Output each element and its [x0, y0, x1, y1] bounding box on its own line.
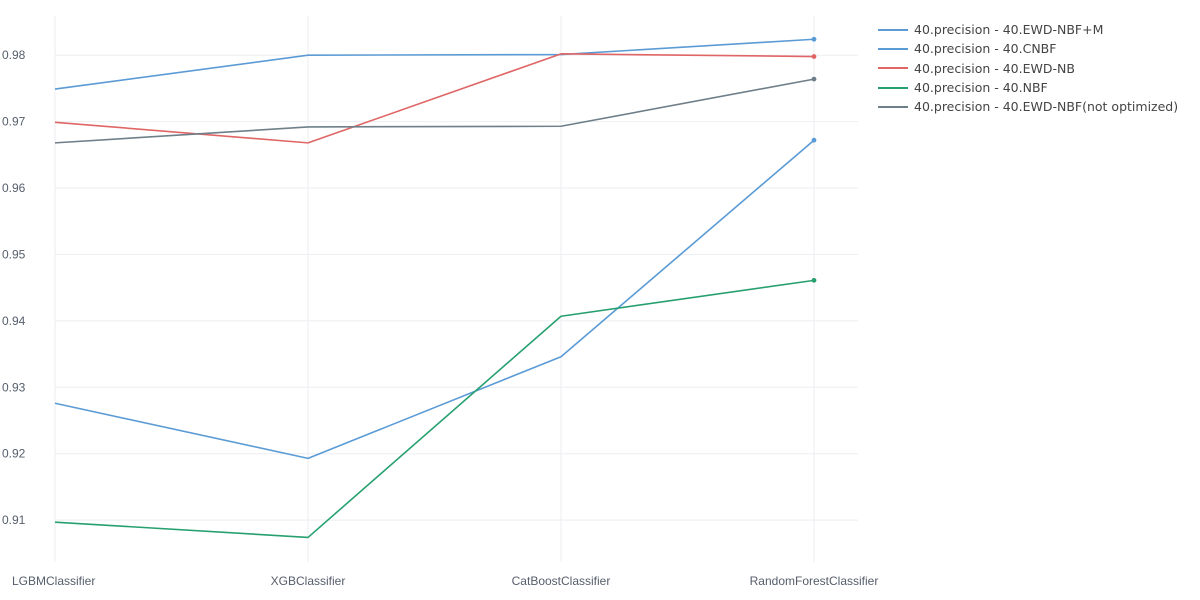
y-tick-label: 0.95: [2, 247, 26, 261]
legend-item[interactable]: 40.precision - 40.EWD-NBF(not optimized): [878, 97, 1178, 116]
legend-swatch: [878, 47, 908, 50]
legend-swatch: [878, 67, 908, 70]
series-line: [54, 53, 815, 144]
x-axis-ticks: LGBMClassifier XGBClassifier CatBoostClass…: [12, 574, 878, 588]
y-tick-label: 0.92: [2, 447, 26, 461]
legend-swatch: [878, 86, 908, 89]
legend-item[interactable]: 40.precision - 40.NBF: [878, 78, 1178, 97]
series-line: [54, 38, 815, 90]
legend-item[interactable]: 40.precision - 40.EWD-NB: [878, 59, 1178, 78]
legend-swatch: [878, 28, 908, 31]
x-tick-label: LGBMClassifier: [12, 574, 95, 588]
series-end-point: [811, 137, 817, 143]
series-lines: [54, 36, 817, 539]
series-line: [54, 139, 815, 460]
legend-item[interactable]: 40.precision - 40.EWD-NBF+M: [878, 20, 1178, 39]
y-tick-label: 0.94: [2, 314, 26, 328]
legend-label: 40.precision - 40.EWD-NBF(not optimized): [914, 99, 1179, 115]
y-tick-label: 0.98: [2, 48, 26, 62]
series-line: [54, 78, 815, 144]
y-axis-ticks: 0.91 0.92 0.93 0.94 0.95 0.96 0.97 0.98: [2, 48, 26, 527]
series-line: [54, 279, 815, 539]
legend-label: 40.precision - 40.EWD-NB: [914, 60, 1075, 76]
legend-label: 40.precision - 40.NBF: [914, 80, 1048, 96]
y-tick-label: 0.91: [2, 513, 26, 527]
y-tick-label: 0.97: [2, 115, 26, 129]
x-tick-label: RandomForestClassifier: [750, 574, 879, 588]
y-tick-label: 0.93: [2, 380, 26, 394]
x-tick-label: CatBoostClassifier: [512, 574, 611, 588]
legend-label: 40.precision - 40.EWD-NBF+M: [914, 22, 1104, 38]
legend-swatch: [878, 105, 908, 108]
series-end-point: [811, 76, 817, 82]
grid: [54, 16, 858, 562]
series-end-point: [811, 277, 817, 283]
series-end-point: [811, 36, 817, 42]
legend: 40.precision - 40.EWD-NBF+M 40.precision …: [878, 20, 1178, 116]
legend-item[interactable]: 40.precision - 40.CNBF: [878, 39, 1178, 58]
x-tick-label: XGBClassifier: [271, 574, 346, 588]
series-end-point: [811, 54, 817, 59]
legend-label: 40.precision - 40.CNBF: [914, 41, 1057, 57]
y-tick-label: 0.96: [2, 181, 26, 195]
